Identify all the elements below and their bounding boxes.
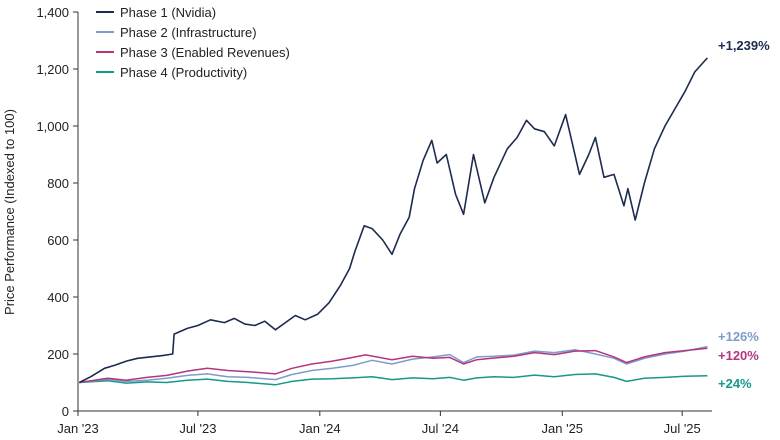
legend-label: Phase 3 (Enabled Revenues) xyxy=(120,45,290,60)
series-line-1 xyxy=(78,57,708,384)
axes xyxy=(77,12,712,412)
y-axis-title: Price Performance (Indexed to 100) xyxy=(2,109,17,315)
y-tick-label: 1,400 xyxy=(36,5,69,20)
x-tick-label: Jan '24 xyxy=(299,421,341,436)
legend-item-3: Phase 3 (Enabled Revenues) xyxy=(96,45,290,60)
legend-label: Phase 2 (Infrastructure) xyxy=(120,25,257,40)
x-tick-label: Jan '25 xyxy=(542,421,584,436)
x-tick-label: Jan '23 xyxy=(57,421,99,436)
y-axis-ticks: 0 200 400 600 800 1,000 1,200 1,400 xyxy=(36,5,78,419)
x-tick-label: Jul '23 xyxy=(179,421,216,436)
x-axis-ticks: Jan '23 Jul '23 Jan '24 Jul '24 Jan '25 Jul '… xyxy=(57,411,701,436)
x-tick-label: Jul '25 xyxy=(664,421,701,436)
series-line-4 xyxy=(79,373,708,386)
y-axis-title-group: Price Performance (Indexed to 100) xyxy=(2,109,17,315)
y-tick-label: 400 xyxy=(47,290,69,305)
legend-item-4: Phase 4 (Productivity) xyxy=(96,65,247,80)
series-line-2 xyxy=(79,345,708,384)
legend-label: Phase 4 (Productivity) xyxy=(120,65,247,80)
series-line-3 xyxy=(79,347,708,384)
legend-label: Phase 1 (Nvidia) xyxy=(120,5,216,20)
y-tick-label: 200 xyxy=(47,347,69,362)
y-tick-label: 0 xyxy=(62,404,69,419)
y-tick-label: 800 xyxy=(47,176,69,191)
legend-item-1: Phase 1 (Nvidia) xyxy=(96,5,216,20)
series-lines xyxy=(78,57,708,386)
y-tick-label: 1,200 xyxy=(36,62,69,77)
series-end-label-1: +1,239% xyxy=(718,38,770,53)
series-end-label-2: +126% xyxy=(718,329,759,344)
series-end-label-3: +120% xyxy=(718,348,759,363)
series-end-labels: +1,239% +126% +120% +24% xyxy=(718,38,770,391)
y-tick-label: 1,000 xyxy=(36,119,69,134)
series-end-label-4: +24% xyxy=(718,376,752,391)
legend: Phase 1 (Nvidia) Phase 2 (Infrastructure)… xyxy=(96,5,290,80)
x-tick-label: Jul '24 xyxy=(422,421,459,436)
legend-item-2: Phase 2 (Infrastructure) xyxy=(96,25,257,40)
y-tick-label: 600 xyxy=(47,233,69,248)
